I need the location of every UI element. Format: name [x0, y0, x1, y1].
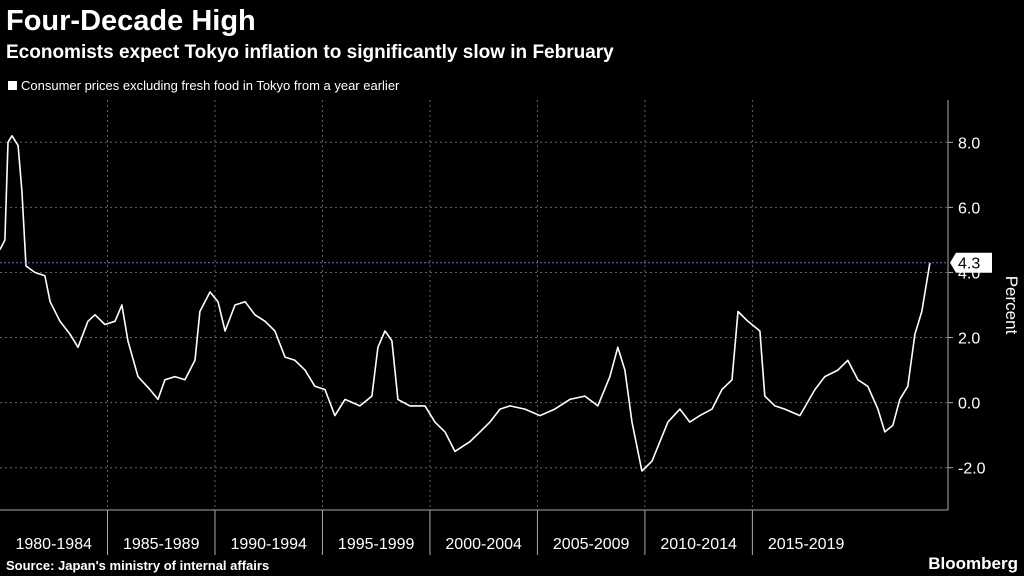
y-axis-title: Percent [1002, 276, 1021, 335]
legend-label: Consumer prices excluding fresh food in … [21, 78, 400, 93]
x-tick-label: 2005-2009 [553, 536, 630, 553]
last-value-label: 4.3 [958, 256, 980, 273]
callout-box [950, 252, 992, 273]
x-tick-label: 2015-2019 [768, 536, 845, 553]
y-tick-label: 8.0 [958, 135, 980, 152]
y-tick-label: 6.0 [958, 200, 980, 217]
chart-title: Four-Decade High [6, 5, 256, 37]
x-tick-label: 1995-1999 [338, 536, 415, 553]
chart-subtitle: Economists expect Tokyo inflation to sig… [6, 42, 614, 63]
brand: Bloomberg [928, 554, 1018, 573]
legend-swatch [8, 81, 17, 90]
y-tick-label: -2.0 [958, 461, 986, 478]
x-tick-label: 1990-1994 [230, 536, 307, 553]
x-tick-label: 1985-1989 [123, 536, 200, 553]
y-tick-label: 0.0 [958, 396, 980, 413]
y-tick-label: 2.0 [958, 331, 980, 348]
source: Source: Japan's ministry of internal aff… [6, 558, 269, 573]
x-tick-label: 1980-1984 [15, 536, 92, 553]
x-tick-label: 2000-2004 [445, 536, 522, 553]
line [0, 135, 931, 472]
x-tick-label: 2010-2014 [660, 536, 737, 553]
